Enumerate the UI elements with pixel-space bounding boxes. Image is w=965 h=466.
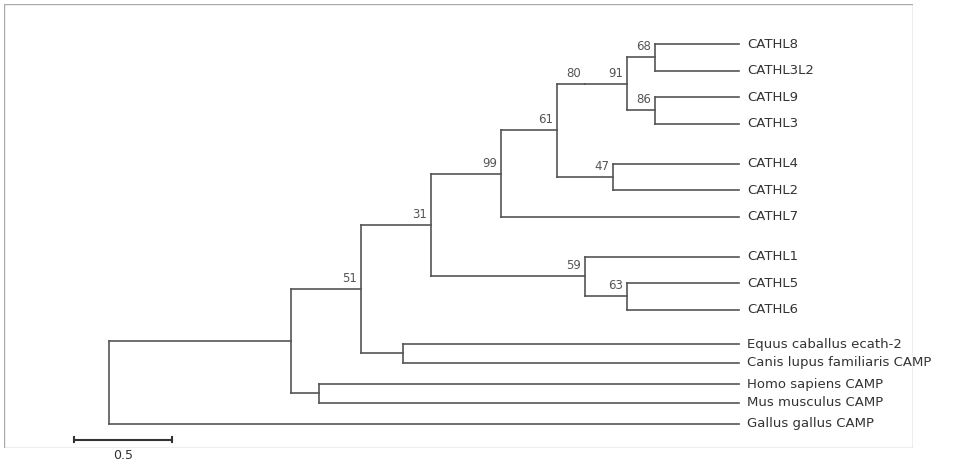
Text: 91: 91 [608,67,623,80]
Text: 86: 86 [636,93,651,106]
Text: 68: 68 [636,40,651,53]
Text: CATHL7: CATHL7 [747,210,798,223]
Text: 31: 31 [412,208,427,221]
Text: CATHL3L2: CATHL3L2 [747,64,813,77]
Text: CATHL2: CATHL2 [747,184,798,197]
Text: CATHL9: CATHL9 [747,90,798,103]
Text: 99: 99 [482,157,497,170]
Text: 61: 61 [538,113,553,126]
Text: Canis lupus familiaris CAMP: Canis lupus familiaris CAMP [747,356,931,369]
Text: CATHL8: CATHL8 [747,37,798,50]
Text: CATHL3: CATHL3 [747,117,798,130]
Text: CATHL5: CATHL5 [747,277,798,289]
Text: CATHL4: CATHL4 [747,157,798,170]
Text: Homo sapiens CAMP: Homo sapiens CAMP [747,377,883,391]
Text: 51: 51 [343,272,357,285]
Text: Equus caballus ecath-2: Equus caballus ecath-2 [747,338,902,351]
Text: Gallus gallus CAMP: Gallus gallus CAMP [747,418,874,431]
Text: 0.5: 0.5 [113,449,133,462]
Text: 59: 59 [566,260,581,273]
Text: 63: 63 [608,280,623,292]
Text: 47: 47 [594,160,609,173]
Text: CATHL6: CATHL6 [747,303,798,316]
Text: Mus musculus CAMP: Mus musculus CAMP [747,396,883,409]
Text: 80: 80 [566,67,581,80]
Text: CATHL1: CATHL1 [747,250,798,263]
